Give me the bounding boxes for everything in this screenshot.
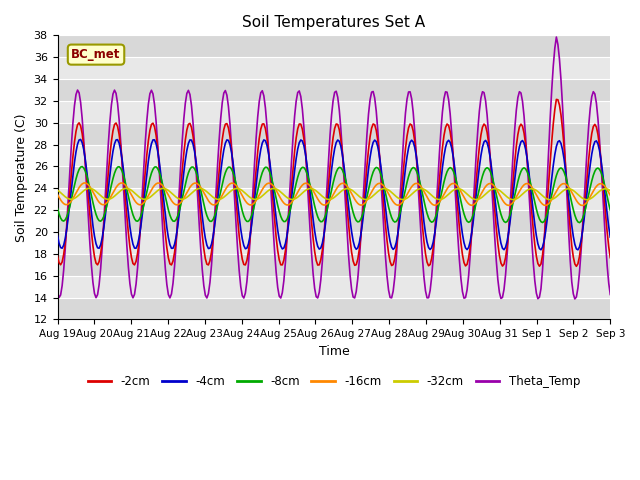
-32cm bbox=[297, 192, 305, 197]
-8cm bbox=[78, 164, 86, 169]
-32cm bbox=[248, 195, 255, 201]
-2cm bbox=[122, 195, 129, 201]
-2cm bbox=[573, 264, 580, 269]
-8cm bbox=[123, 186, 131, 192]
-16cm bbox=[297, 184, 305, 190]
Line: -2cm: -2cm bbox=[58, 99, 611, 266]
-4cm bbox=[220, 147, 228, 153]
-16cm bbox=[54, 192, 61, 197]
Bar bbox=[58, 188, 611, 210]
Theta_Temp bbox=[571, 296, 579, 302]
-32cm bbox=[123, 185, 131, 191]
-32cm bbox=[220, 194, 228, 200]
Theta_Temp bbox=[552, 34, 560, 40]
-8cm bbox=[54, 205, 61, 211]
Line: Theta_Temp: Theta_Temp bbox=[58, 37, 611, 299]
-32cm bbox=[86, 185, 93, 191]
-16cm bbox=[81, 180, 89, 186]
-16cm bbox=[607, 192, 614, 198]
-8cm bbox=[220, 175, 228, 180]
Theta_Temp bbox=[218, 100, 226, 106]
-4cm bbox=[248, 223, 255, 228]
-32cm bbox=[239, 188, 246, 193]
Bar bbox=[58, 167, 611, 188]
Bar bbox=[58, 298, 611, 319]
Y-axis label: Soil Temperature (C): Soil Temperature (C) bbox=[15, 113, 28, 241]
-16cm bbox=[248, 202, 255, 208]
-2cm bbox=[552, 96, 560, 102]
Bar bbox=[58, 276, 611, 298]
Line: -8cm: -8cm bbox=[58, 167, 611, 223]
Bar bbox=[58, 57, 611, 79]
-16cm bbox=[220, 190, 228, 195]
Title: Soil Temperatures Set A: Soil Temperatures Set A bbox=[243, 15, 426, 30]
-2cm bbox=[607, 255, 614, 261]
Bar bbox=[58, 144, 611, 167]
-4cm bbox=[574, 247, 582, 252]
-8cm bbox=[297, 166, 305, 172]
-8cm bbox=[239, 208, 246, 214]
Line: -16cm: -16cm bbox=[58, 183, 611, 205]
-4cm bbox=[607, 234, 614, 240]
-4cm bbox=[77, 137, 84, 143]
Bar bbox=[58, 101, 611, 123]
Bar bbox=[58, 36, 611, 57]
-8cm bbox=[248, 213, 255, 219]
Text: BC_met: BC_met bbox=[71, 48, 121, 61]
-16cm bbox=[577, 203, 585, 208]
-4cm bbox=[54, 233, 61, 239]
Theta_Temp bbox=[122, 217, 129, 223]
Legend: -2cm, -4cm, -8cm, -16cm, -32cm, Theta_Temp: -2cm, -4cm, -8cm, -16cm, -32cm, Theta_Te… bbox=[83, 371, 585, 393]
-4cm bbox=[239, 236, 246, 242]
-4cm bbox=[579, 228, 586, 234]
Theta_Temp bbox=[296, 88, 303, 94]
-2cm bbox=[218, 136, 226, 142]
Bar bbox=[58, 210, 611, 232]
Bar bbox=[58, 123, 611, 144]
-2cm bbox=[246, 236, 254, 241]
-32cm bbox=[577, 194, 585, 200]
-2cm bbox=[237, 247, 244, 252]
Bar bbox=[58, 232, 611, 254]
X-axis label: Time: Time bbox=[319, 345, 349, 358]
-8cm bbox=[607, 207, 614, 213]
-8cm bbox=[575, 220, 583, 226]
-2cm bbox=[579, 228, 586, 233]
-8cm bbox=[579, 216, 586, 221]
Line: -32cm: -32cm bbox=[58, 188, 611, 200]
Theta_Temp bbox=[246, 239, 254, 244]
-4cm bbox=[123, 197, 131, 203]
Theta_Temp bbox=[579, 225, 586, 230]
-32cm bbox=[583, 197, 591, 203]
Bar bbox=[58, 254, 611, 276]
-32cm bbox=[607, 188, 614, 193]
Theta_Temp bbox=[54, 290, 61, 296]
-16cm bbox=[239, 193, 246, 199]
Theta_Temp bbox=[237, 284, 244, 289]
Line: -4cm: -4cm bbox=[58, 140, 611, 250]
-32cm bbox=[54, 187, 61, 193]
Bar bbox=[58, 79, 611, 101]
-16cm bbox=[123, 184, 131, 190]
-4cm bbox=[297, 137, 305, 143]
-2cm bbox=[54, 253, 61, 259]
-2cm bbox=[296, 121, 303, 127]
Theta_Temp bbox=[607, 292, 614, 298]
-16cm bbox=[579, 203, 586, 208]
